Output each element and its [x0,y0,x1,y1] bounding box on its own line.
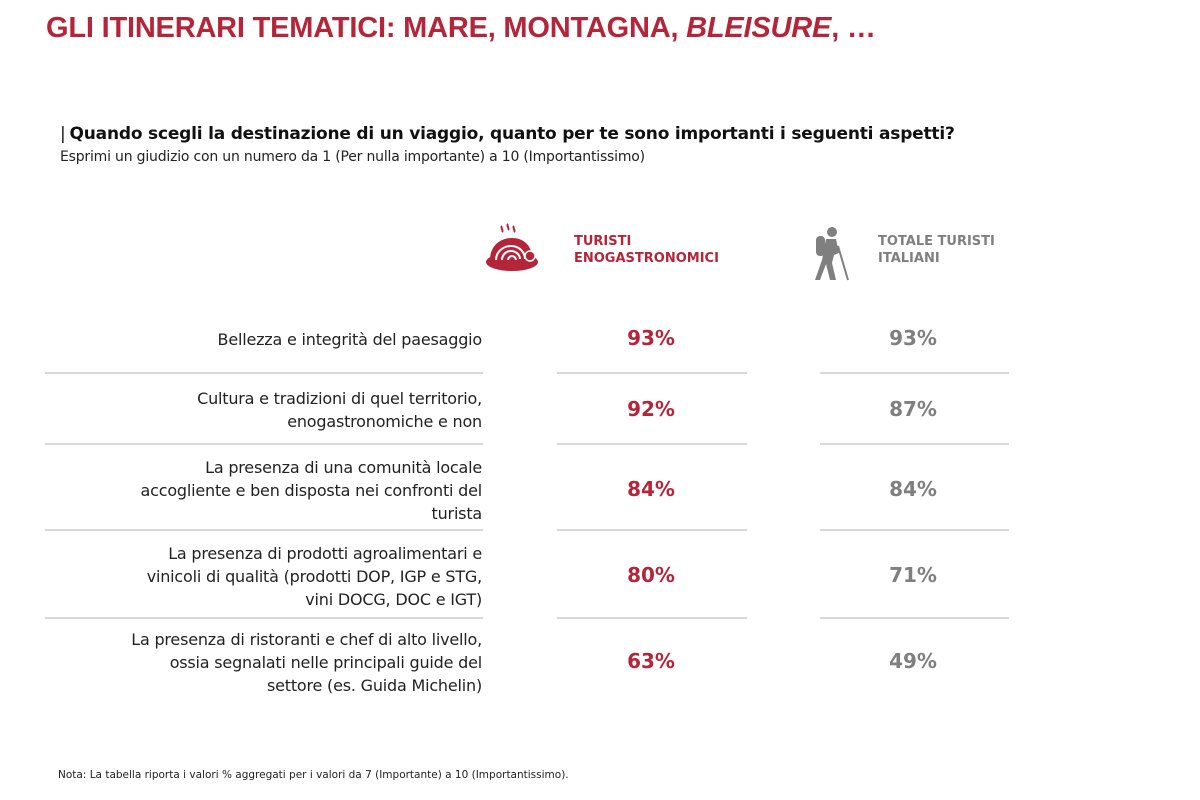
row-divider [557,443,747,445]
row-label-line: ossia segnalati nelle principali guide d… [169,652,483,672]
value-totale-turisti: 71% [889,563,937,587]
row-divider [45,617,483,619]
footnote: Nota: La tabella riporta i valori % aggr… [58,769,569,781]
row-label-line: Cultura e tradizioni di quel territorio, [197,389,482,408]
page-title: GLI ITINERARI TEMATICI: MARE, MONTAGNA, … [46,12,876,45]
row-label-line: turista [431,503,483,523]
food-plate-icon [486,223,538,271]
title-tail: , … [831,12,876,44]
row-divider [557,372,747,374]
row-label-line: La presenza di prodotti agroalimentari e [168,543,482,563]
row-divider [557,617,747,619]
header-line: ITALIANI [878,251,940,266]
row-label: La presenza di una comunità locale accogl… [22,456,483,525]
row-label: La presenza di prodotti agroalimentari e… [22,542,482,611]
row-divider [557,529,747,531]
title-italic: BLEISURE [686,12,832,44]
row-label: Cultura e tradizioni di quel territorio,… [22,387,482,433]
row-label-line: enogastronomiche e non [287,412,482,431]
column-header-turisti-enogastronomici: TURISTI ENOGASTRONOMICI [574,233,719,267]
row-label-line: La presenza di una comunità locale [205,457,482,477]
row-label-line: vinicoli di qualità (prodotti DOP, IGP e… [146,566,482,586]
row-label-line: vini DOCG, DOC e IGT) [305,589,482,609]
row-divider [820,529,1009,531]
row-divider [820,443,1009,445]
row-divider [45,372,483,374]
value-totale-turisti: 93% [889,326,937,350]
value-turisti-enogastronomici: 92% [627,397,675,421]
row-label: La presenza di ristoranti e chef di alto… [22,628,482,697]
row-divider [45,443,483,445]
row-label-line: accogliente e ben disposta nei confronti… [140,480,483,500]
column-header-totale-turisti: TOTALE TURISTI ITALIANI [878,233,995,267]
row-label-line: Bellezza e integrità del paesaggio [217,329,483,349]
question-bar: | [60,124,66,144]
title-text: GLI ITINERARI TEMATICI: MARE, MONTAGNA, [46,12,687,44]
question-text: Quando scegli la destinazione di un viag… [69,124,955,144]
question: | Quando scegli la destinazione di un via… [60,124,955,144]
row-label-line: settore (es. Guida Michelin) [266,675,482,695]
hiker-icon [815,227,849,281]
value-turisti-enogastronomici: 80% [627,563,675,587]
header-line: ENOGASTRONOMICI [574,251,719,266]
value-totale-turisti: 84% [889,477,937,501]
value-totale-turisti: 49% [889,649,937,673]
value-turisti-enogastronomici: 63% [627,649,675,673]
question-subtitle: Esprimi un giudizio con un numero da 1 (… [60,149,645,165]
value-turisti-enogastronomici: 93% [627,326,675,350]
row-label-line: La presenza di ristoranti e chef di alto… [131,629,482,649]
row-divider [45,529,483,531]
header-line: TURISTI [574,234,632,249]
value-totale-turisti: 87% [889,397,937,421]
value-turisti-enogastronomici: 84% [627,477,675,501]
row-label: Bellezza e integrità del paesaggio [22,328,483,351]
row-divider [820,617,1009,619]
row-divider [820,372,1009,374]
header-line: TOTALE TURISTI [878,234,995,249]
